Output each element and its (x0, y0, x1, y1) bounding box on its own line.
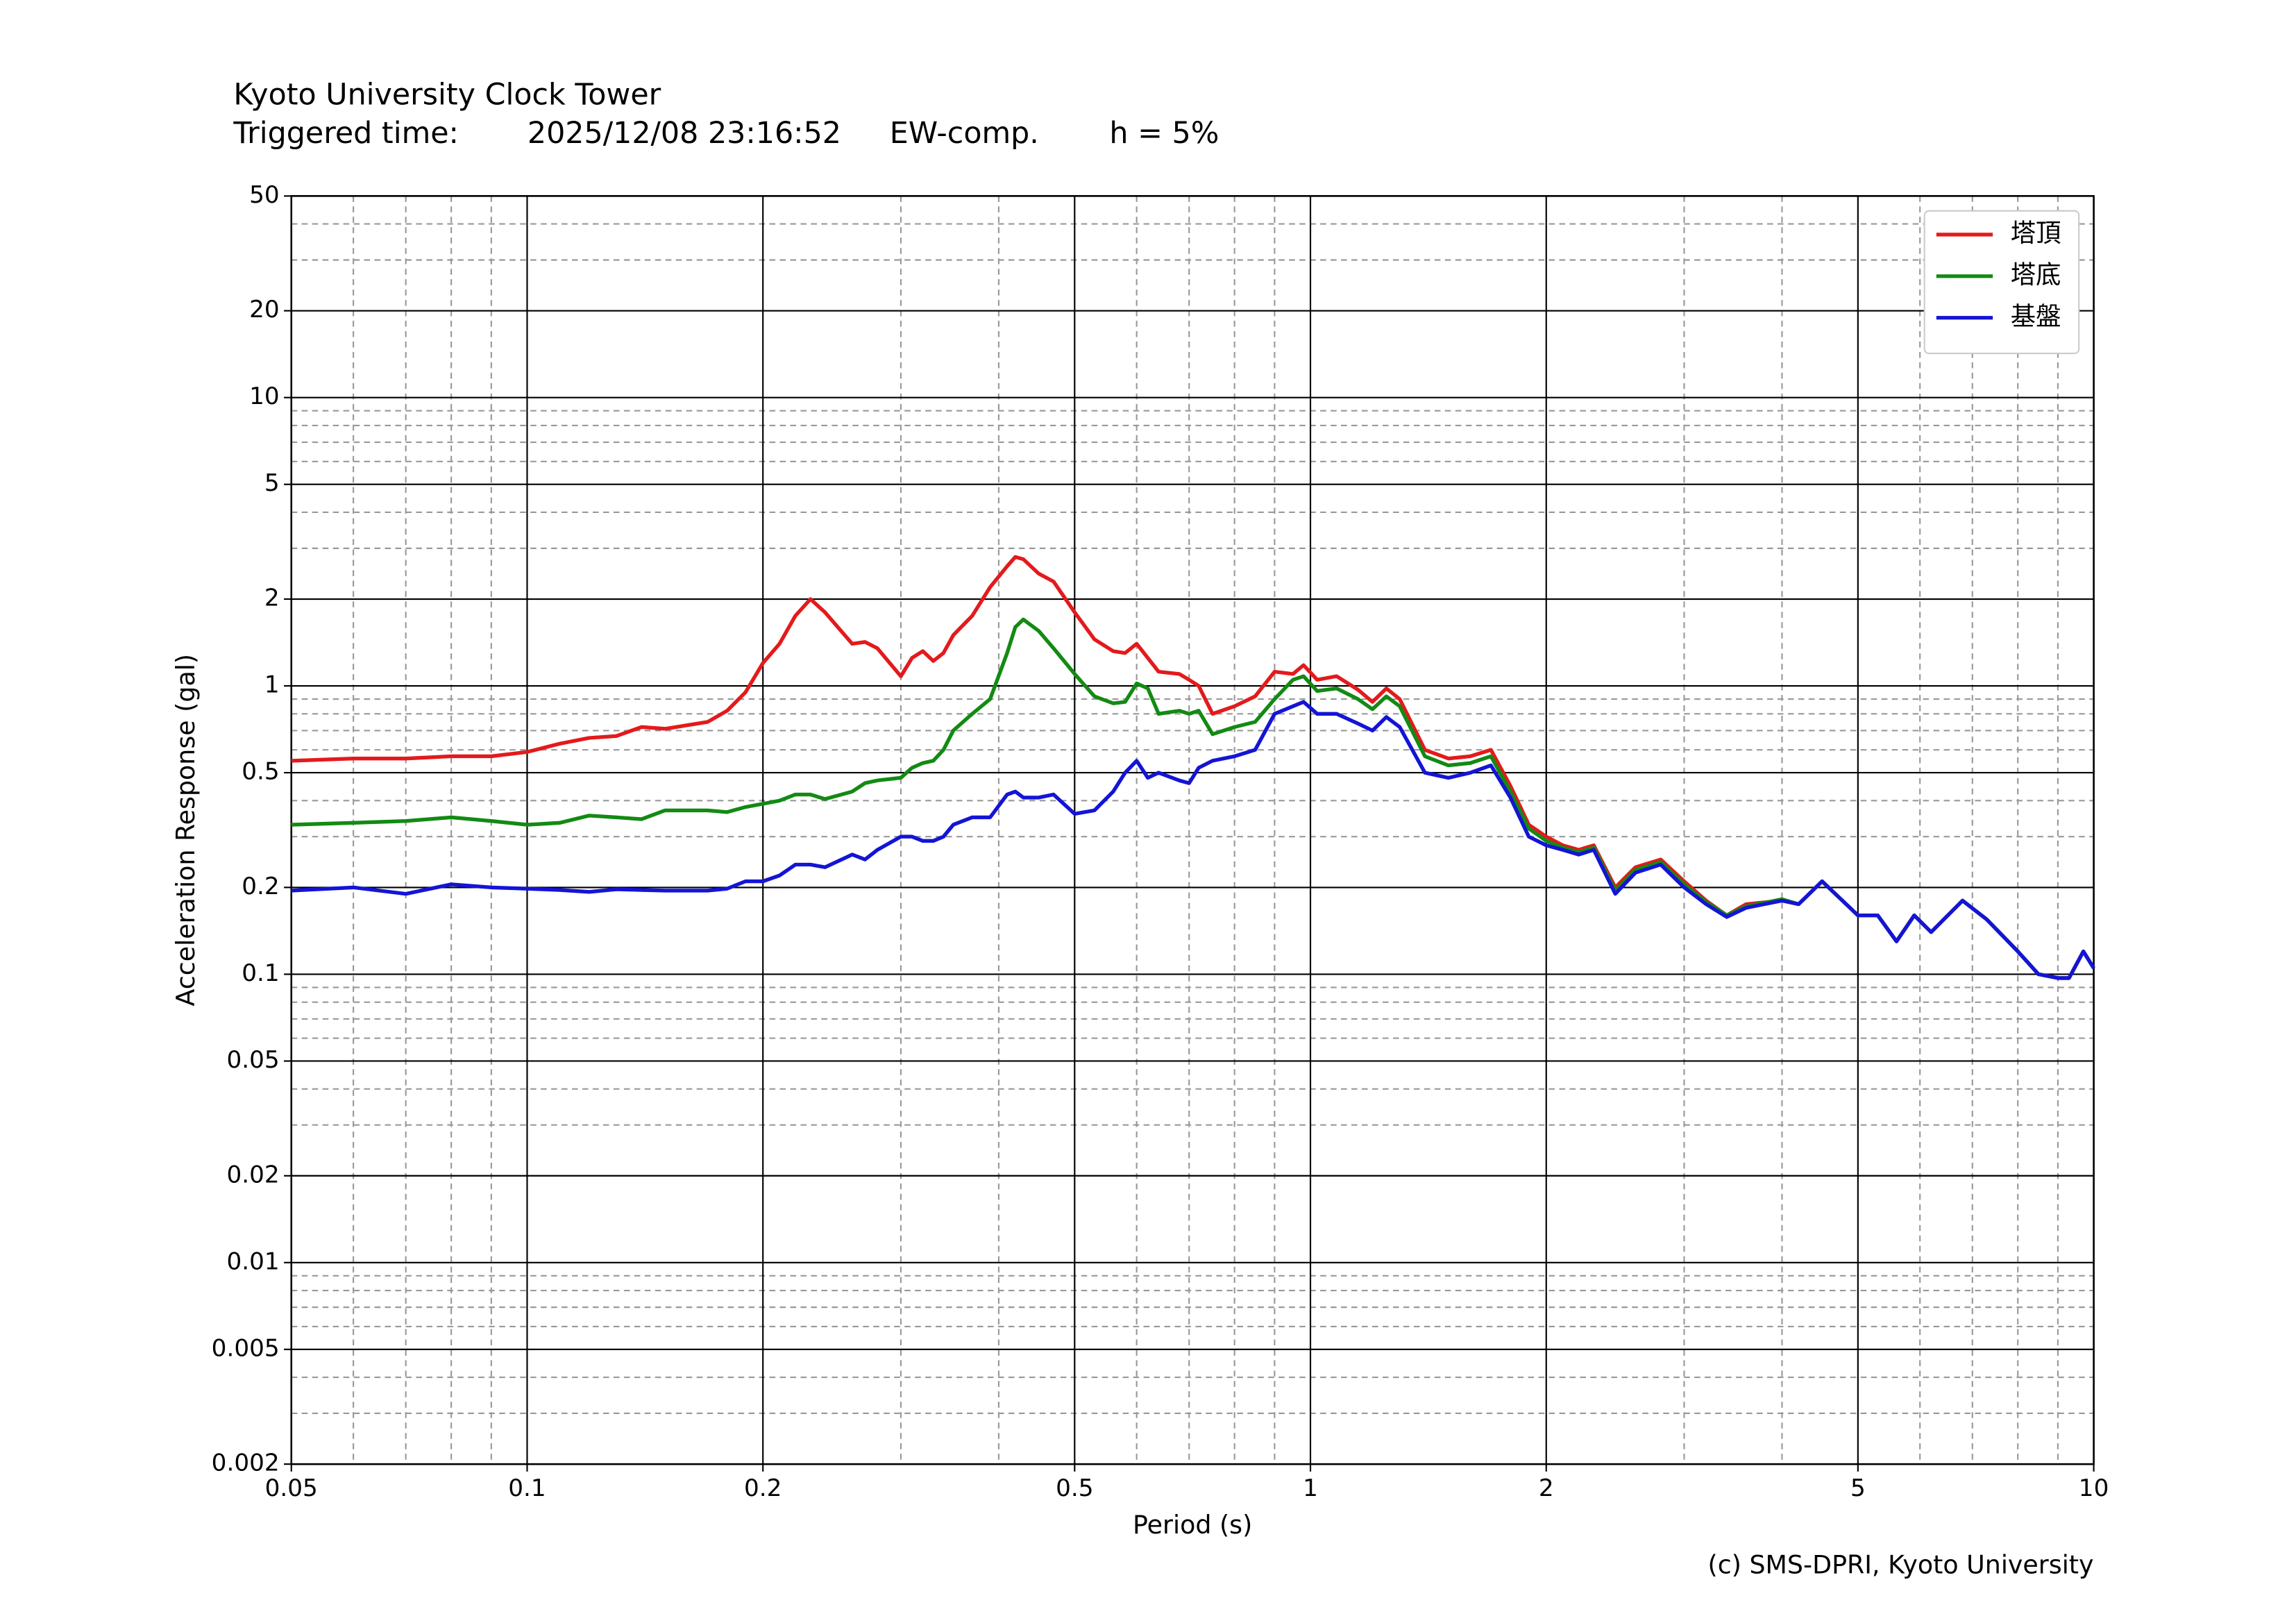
legend-label: 塔頂 (2011, 218, 2061, 248)
y-tick-label: 2 (264, 585, 280, 612)
y-tick-label: 0.1 (242, 959, 279, 987)
lines (291, 555, 2095, 980)
x-axis-label: Period (s) (1133, 1510, 1252, 1540)
x-tick-label: 0.05 (265, 1474, 318, 1502)
trigger-time: 2025/12/08 23:16:52 (527, 116, 841, 151)
y-tick-label: 5 (264, 469, 280, 497)
chart-title: Kyoto University Clock Tower (233, 78, 661, 112)
trigger-label: Triggered time: (233, 116, 459, 151)
x-tick-label: 1 (1303, 1474, 1318, 1502)
x-tick-label: 0.5 (1056, 1474, 1093, 1502)
y-tick-label: 0.5 (242, 758, 279, 786)
series-line (291, 555, 2095, 980)
y-tick-label: 0.2 (242, 873, 279, 900)
x-tick-label: 0.1 (508, 1474, 546, 1502)
y-tick-label: 50 (249, 181, 280, 209)
legend-label: 塔底 (2011, 260, 2061, 289)
y-tick-label: 10 (249, 382, 280, 410)
y-tick-label: 0.002 (212, 1449, 280, 1477)
component: EW-comp. (890, 116, 1039, 151)
plot-frame (290, 195, 2095, 1465)
x-tick-label: 10 (2079, 1474, 2109, 1502)
series-line (291, 700, 2095, 980)
damping: h = 5% (1109, 116, 1219, 151)
series-line (291, 617, 2095, 980)
grid (284, 195, 2095, 1472)
y-tick-label: 0.005 (212, 1334, 280, 1362)
y-axis-label: Acceleration Response (gal) (171, 654, 201, 1007)
x-tick-label: 0.2 (744, 1474, 782, 1502)
credit: (c) SMS-DPRI, Kyoto University (1708, 1550, 2094, 1580)
y-tick-label: 0.02 (226, 1161, 279, 1188)
x-tick-label: 2 (1539, 1474, 1554, 1502)
y-tick-label: 1 (264, 671, 280, 699)
x-tick-label: 5 (1850, 1474, 1866, 1502)
y-tick-label: 0.01 (226, 1247, 279, 1275)
y-tick-label: 20 (249, 296, 280, 323)
y-tick-label: 0.05 (226, 1046, 279, 1074)
legend-label: 基盤 (2011, 301, 2061, 331)
